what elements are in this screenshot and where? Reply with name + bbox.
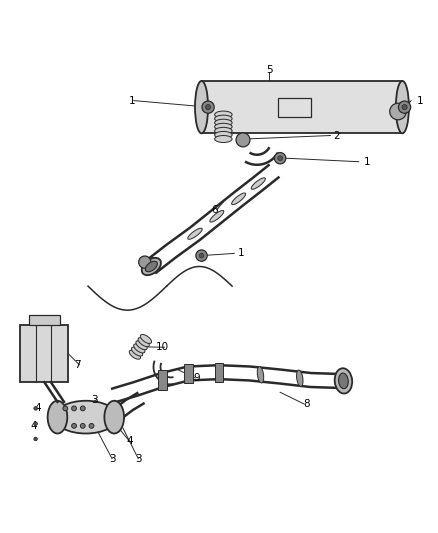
Bar xyxy=(278,98,311,117)
Text: 2: 2 xyxy=(150,257,157,267)
Text: 10: 10 xyxy=(155,342,169,352)
Bar xyxy=(184,364,193,383)
Ellipse shape xyxy=(139,256,151,268)
Text: 1: 1 xyxy=(237,248,244,259)
Ellipse shape xyxy=(134,344,145,353)
Text: 2: 2 xyxy=(334,131,340,141)
Text: 1: 1 xyxy=(364,157,371,167)
Ellipse shape xyxy=(136,341,147,350)
Bar xyxy=(29,314,60,326)
Ellipse shape xyxy=(215,123,232,130)
Ellipse shape xyxy=(81,423,85,428)
Text: 4: 4 xyxy=(30,421,37,431)
Ellipse shape xyxy=(81,406,85,411)
Ellipse shape xyxy=(399,101,411,113)
Bar xyxy=(215,362,223,382)
Text: 8: 8 xyxy=(303,399,310,409)
Ellipse shape xyxy=(34,407,37,410)
Ellipse shape xyxy=(104,401,124,433)
Ellipse shape xyxy=(72,423,77,428)
Text: 7: 7 xyxy=(74,360,81,370)
Ellipse shape xyxy=(215,132,232,139)
Ellipse shape xyxy=(54,401,117,433)
Ellipse shape xyxy=(195,81,208,133)
Ellipse shape xyxy=(145,261,157,272)
Ellipse shape xyxy=(297,370,303,386)
Ellipse shape xyxy=(215,135,232,142)
Ellipse shape xyxy=(140,334,152,343)
Text: 1: 1 xyxy=(128,95,135,106)
Ellipse shape xyxy=(138,337,149,346)
Ellipse shape xyxy=(215,111,232,118)
Ellipse shape xyxy=(202,101,214,113)
Ellipse shape xyxy=(339,373,348,389)
Ellipse shape xyxy=(335,368,352,393)
Ellipse shape xyxy=(236,133,250,147)
Text: 3: 3 xyxy=(109,454,115,464)
Text: 9: 9 xyxy=(194,373,201,383)
Ellipse shape xyxy=(402,104,407,110)
Ellipse shape xyxy=(278,156,283,160)
Ellipse shape xyxy=(232,193,246,205)
Ellipse shape xyxy=(390,103,406,120)
Ellipse shape xyxy=(131,347,143,356)
Ellipse shape xyxy=(89,423,94,428)
Ellipse shape xyxy=(48,401,67,433)
Ellipse shape xyxy=(34,437,37,441)
Ellipse shape xyxy=(251,178,265,189)
Text: 4: 4 xyxy=(126,436,133,446)
Text: 4: 4 xyxy=(35,403,41,414)
Ellipse shape xyxy=(205,104,211,110)
Ellipse shape xyxy=(196,250,207,261)
Bar xyxy=(20,326,68,382)
Ellipse shape xyxy=(215,119,232,126)
Ellipse shape xyxy=(396,81,409,133)
Bar xyxy=(201,81,403,133)
Ellipse shape xyxy=(72,406,77,411)
Ellipse shape xyxy=(275,152,286,164)
Text: 5: 5 xyxy=(266,65,272,75)
Ellipse shape xyxy=(215,115,232,122)
Ellipse shape xyxy=(199,253,204,258)
Text: 3: 3 xyxy=(91,394,98,405)
Ellipse shape xyxy=(129,350,141,359)
Ellipse shape xyxy=(215,127,232,134)
Text: 1: 1 xyxy=(417,95,423,106)
Bar xyxy=(158,370,166,390)
Text: 3: 3 xyxy=(135,454,141,464)
Ellipse shape xyxy=(188,228,202,239)
Text: 6: 6 xyxy=(211,205,218,215)
Ellipse shape xyxy=(257,367,264,383)
Ellipse shape xyxy=(142,258,161,275)
Ellipse shape xyxy=(34,422,37,425)
Ellipse shape xyxy=(63,406,68,411)
Ellipse shape xyxy=(210,211,224,222)
